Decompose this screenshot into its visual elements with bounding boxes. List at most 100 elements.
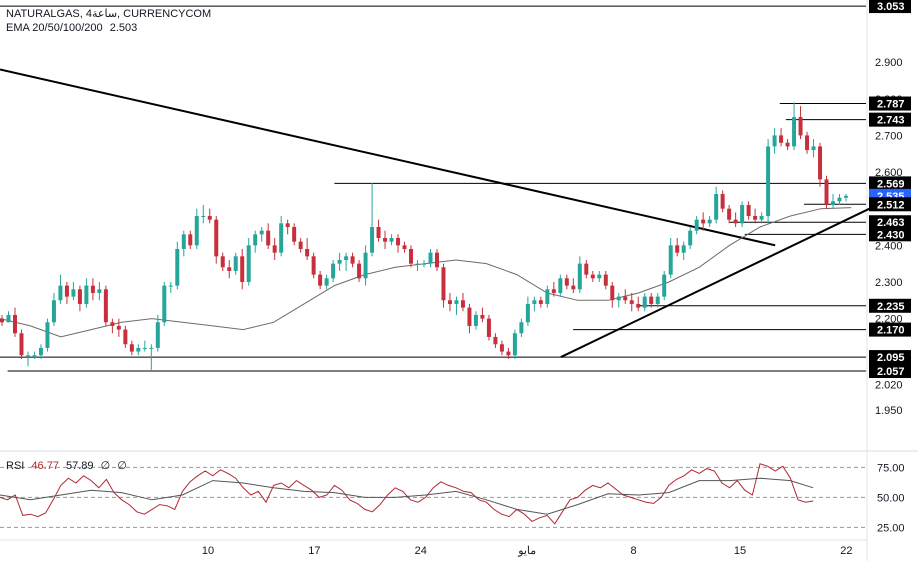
price-tick-label: 1.950	[875, 405, 903, 417]
candle-body	[447, 300, 452, 304]
candle-body	[207, 216, 212, 220]
candle-body	[707, 219, 712, 224]
candle-body	[629, 300, 634, 304]
candle-body	[71, 289, 76, 297]
candle-body	[363, 252, 368, 279]
candle-body	[90, 285, 95, 293]
rsi-tick-label: 50.00	[877, 492, 905, 504]
price-label-box	[869, 227, 911, 242]
price-label-box	[869, 322, 911, 337]
price-label-box	[869, 96, 911, 111]
rsi-ma-value: 57.89	[66, 460, 94, 472]
candle-body	[623, 296, 628, 301]
candle-body	[798, 117, 803, 136]
price-label-text: 3.053	[877, 1, 905, 13]
candle-body	[525, 303, 530, 323]
candle-body	[766, 146, 771, 217]
price-label-box	[869, 176, 911, 191]
candle-body	[512, 333, 517, 356]
candle-body	[194, 216, 199, 246]
candle-body	[688, 230, 693, 246]
rsi-tick-label: 75.00	[877, 462, 905, 474]
candle-body	[188, 234, 193, 246]
candle-body	[266, 230, 271, 246]
candle-body	[785, 142, 790, 147]
trendline	[0, 68, 776, 247]
candle-body	[753, 216, 758, 220]
candle-body	[123, 329, 128, 345]
time-tick-label: 15	[734, 545, 746, 557]
candle-body	[844, 195, 848, 198]
candle-body	[759, 216, 764, 220]
symbol-header: NATURALGAS, 4ساعة, CURRENCYCOM	[6, 7, 215, 20]
candle-body	[201, 216, 206, 218]
time-tick-label: مايو	[517, 545, 536, 557]
candle-body	[519, 322, 524, 334]
ema-header: EMA 20/50/100/200 2.503	[6, 22, 141, 34]
candle-body	[311, 256, 316, 275]
candle-body	[668, 245, 673, 275]
candle-body	[642, 296, 647, 308]
time-tick-label: 10	[202, 545, 214, 557]
candle-body	[376, 227, 381, 238]
candle-body	[6, 314, 11, 323]
candle-body	[402, 245, 407, 249]
rsi-extra-1: ∅	[100, 460, 111, 472]
price-label-text: 2.430	[877, 229, 905, 241]
candle-body	[116, 325, 121, 330]
candle-body	[77, 289, 82, 304]
candle-body	[441, 267, 446, 301]
price-tick-label: 2.020	[875, 380, 903, 392]
candle-body	[19, 333, 24, 356]
candle-body	[0, 318, 4, 323]
candle-body	[136, 347, 141, 352]
rsi-tick-label: 25.00	[877, 522, 905, 534]
candle-body	[727, 208, 732, 220]
ema-value: 2.503	[109, 22, 138, 34]
candle-body	[129, 344, 134, 352]
candle-body	[558, 278, 563, 293]
price-label-box	[869, 364, 911, 378]
candle-body	[396, 237, 401, 246]
candle-body	[25, 355, 30, 357]
candle-body	[409, 248, 414, 264]
price-label-box	[869, 112, 911, 127]
ema-line	[0, 207, 852, 338]
candle-body	[428, 252, 433, 264]
candle-body	[246, 245, 251, 282]
rsi-line	[0, 463, 814, 525]
candle-body	[467, 307, 472, 326]
price-label-box	[869, 0, 911, 14]
candle-body	[253, 234, 258, 246]
candle-body	[584, 263, 589, 275]
candle-body	[370, 227, 375, 253]
candle-body	[259, 230, 264, 235]
candle-body	[831, 201, 836, 206]
candle-body	[142, 347, 147, 349]
candle-body	[506, 351, 511, 356]
price-label-box	[869, 298, 911, 313]
candle-body	[473, 314, 478, 326]
candle-body	[181, 234, 186, 249]
time-tick-label: 17	[308, 545, 320, 557]
symbol-line: NATURALGAS, 4ساعة, CURRENCYCOM	[6, 8, 212, 20]
price-label-text: 2.743	[877, 115, 905, 127]
price-tick-label: 2.600	[875, 167, 903, 179]
candle-body	[610, 285, 615, 301]
candle-body	[616, 296, 621, 301]
candle-body	[655, 296, 660, 304]
candle-body	[110, 322, 115, 326]
candle-body	[214, 219, 219, 257]
candle-body	[383, 237, 388, 242]
candle-body	[292, 227, 297, 242]
candle-body	[220, 256, 225, 268]
candle-body	[149, 347, 154, 349]
candle-body	[590, 274, 595, 279]
price-label-box	[869, 197, 911, 212]
candle-body	[551, 289, 556, 293]
price-tick-label: 2.700	[875, 130, 903, 142]
candle-body	[168, 285, 173, 287]
candle-body	[12, 314, 17, 334]
rsi-extra-2: ∅	[117, 460, 127, 472]
